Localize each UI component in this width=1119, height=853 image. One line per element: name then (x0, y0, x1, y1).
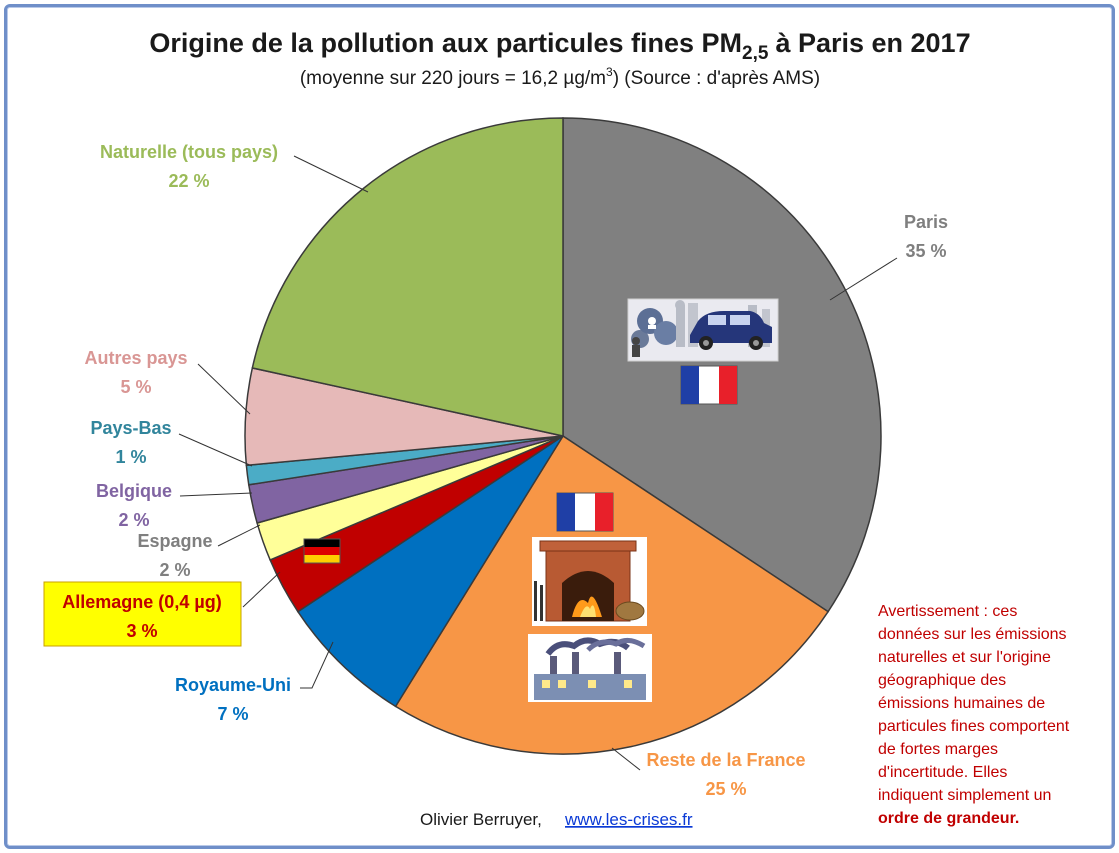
slice-percent-label: 2 % (118, 510, 149, 530)
leader-line (611, 747, 641, 771)
warning-line: de fortes marges (878, 741, 998, 758)
fireplace-icon (532, 537, 647, 626)
slice-label: Royaume-Uni (175, 675, 291, 695)
leader-line (197, 363, 251, 415)
leader-line (829, 257, 898, 301)
chart-title-main: Origine de la pollution aux particules f… (149, 28, 742, 58)
slice-percent-label: 5 % (120, 377, 151, 397)
slice-label: Paris (904, 212, 948, 232)
slice-label: Belgique (96, 481, 172, 501)
slice-label: Autres pays (84, 348, 187, 368)
warning-line: naturelles et sur l'origine (878, 649, 1051, 666)
warning-line: géographique des (878, 672, 1006, 689)
chart-title-subscript: 2,5 (742, 43, 769, 64)
slice-percent-label: 2 % (159, 560, 190, 580)
slice-label: Espagne (137, 531, 212, 551)
leader-line (300, 641, 334, 689)
warning-note: Avertissement : ces données sur les émis… (878, 603, 1070, 827)
chart-title: Origine de la pollution aux particules f… (149, 28, 970, 64)
leader-lines (178, 155, 898, 771)
leader-line (178, 433, 253, 467)
warning-line: données sur les émissions (878, 626, 1067, 643)
leader-line (217, 524, 261, 547)
pie-slice-naturelle-tous-pays (251, 117, 564, 437)
slice-percent-label: 25 % (705, 779, 746, 799)
chart-subtitle-pre: (moyenne sur 220 jours = 16,2 µg/m (300, 68, 606, 89)
warning-line: Avertissement : ces (878, 603, 1017, 620)
credit-author: Olivier Berruyer, (420, 810, 542, 829)
slice-percent-label: 1 % (115, 447, 146, 467)
warning-bold-line: ordre de grandeur. (878, 810, 1019, 827)
credit: Olivier Berruyer, www.les-crises.fr (420, 810, 693, 829)
leader-line (179, 492, 253, 497)
slice-label: Allemagne (0,4 µg) (62, 592, 221, 612)
leader-line (242, 571, 281, 608)
leader-line (293, 155, 369, 193)
car-pollution-icon (627, 298, 779, 362)
slice-label: Reste de la France (646, 750, 805, 770)
warning-line: indiquent simplement un (878, 787, 1051, 804)
allemagne-highlight-box (43, 581, 242, 647)
chart-subtitle-sup: 3 (606, 65, 613, 79)
germany-flag-icon (303, 538, 341, 564)
slice-percent-label: 22 % (168, 171, 209, 191)
france-flag-icon (556, 492, 614, 532)
slice-percent-label: 3 % (126, 621, 157, 641)
warning-line: d'incertitude. Elles (878, 764, 1007, 781)
pie-slice-royaume-uni (296, 435, 564, 708)
slice-labels: Paris 35 % Reste de la France 25 % Royaume-U… (62, 142, 948, 799)
chart-subtitle: (moyenne sur 220 jours = 16,2 µg/m3) (So… (300, 65, 820, 89)
slice-label: Naturelle (tous pays) (100, 142, 278, 162)
slice-percent-label: 7 % (217, 704, 248, 724)
factory-icon (528, 634, 652, 702)
slice-percent-label: 35 % (905, 241, 946, 261)
slice-label: Pays-Bas (90, 418, 171, 438)
france-flag-icon (680, 365, 738, 405)
chart-subtitle-post: ) (Source : d'après AMS) (613, 68, 820, 89)
pie-slices (244, 117, 882, 755)
warning-line: particules fines comportent (878, 718, 1070, 735)
warning-line: émissions humaines de (878, 695, 1045, 712)
chart-title-tail: à Paris en 2017 (775, 28, 970, 58)
credit-link[interactable]: www.les-crises.fr (564, 810, 693, 829)
